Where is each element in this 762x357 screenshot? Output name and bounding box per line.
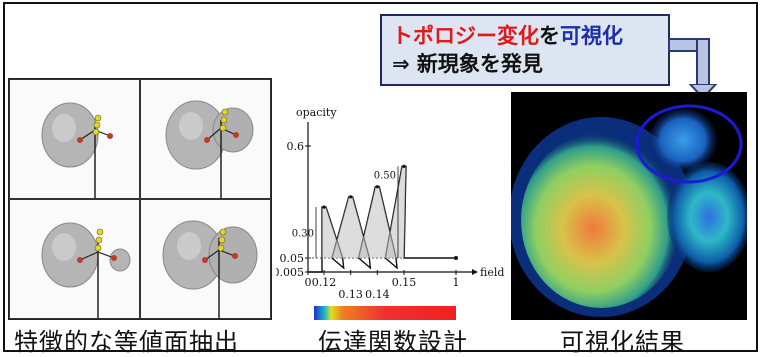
x-tick-label: 0.15 — [392, 276, 417, 289]
peak-point — [402, 164, 406, 168]
isosurface-panel-4 — [140, 199, 271, 319]
x-tick-label: 0 — [305, 276, 312, 289]
y-tick-label: 0.05 — [280, 252, 305, 265]
chart-labels: opacity field 0.6 0.050.00500.120.130.140.1… — [276, 106, 504, 301]
caption-transfer-function-design: 伝達関数設計 — [318, 328, 468, 356]
annotation-label: 0.30 — [292, 229, 314, 240]
callout-visualization: 可視化 — [560, 24, 623, 48]
x-axis-arrow — [472, 269, 478, 275]
x-tick-label: 1 — [453, 276, 460, 289]
caption-visualization-result: 可視化結果 — [560, 328, 685, 356]
connector-arrowhead — [688, 84, 718, 100]
peak-shade — [385, 166, 406, 258]
colorbar — [314, 306, 456, 320]
callout-particle: を — [539, 24, 560, 48]
annotation-label: 0.50 — [374, 170, 396, 181]
transfer-function-chart: opacity field 0.6 0.050.00500.120.130.140.1… — [276, 106, 504, 320]
isosurface-grid — [8, 78, 272, 320]
peak-point — [322, 205, 326, 209]
highlight-circle — [635, 104, 743, 184]
chart-marks — [308, 164, 458, 273]
colorbar-gradient — [314, 306, 456, 320]
x-tick-label: 0.12 — [312, 276, 337, 289]
x-tick-label: 0.13 — [338, 288, 363, 301]
peak-shade — [332, 196, 370, 258]
peak-point — [349, 195, 353, 199]
end-point — [454, 256, 458, 260]
callout-topology-change: トポロジー変化 — [392, 24, 539, 48]
y-tick-label: 0.005 — [276, 266, 304, 279]
isosurface-panel-3 — [9, 199, 140, 319]
callout-line-2: ⇒ 新現象を発見 — [392, 52, 543, 76]
x-tick-label: 0.14 — [365, 288, 390, 301]
peak-shade — [358, 186, 396, 258]
isosurface-panel-1 — [9, 79, 140, 199]
figure-frame — [3, 2, 758, 352]
y-axis-label: opacity — [296, 106, 337, 119]
callout-line-1: トポロジー変化を可視化 — [392, 22, 658, 50]
callout-box: トポロジー変化を可視化 ⇒ 新現象を発見 — [380, 14, 670, 86]
isosurface-panel-2 — [140, 79, 271, 199]
connector-vertical — [696, 38, 710, 88]
x-axis-label: field — [480, 266, 504, 279]
caption-isosurface-extraction: 特徴的な等値面抽出 — [14, 328, 239, 356]
y-tick-label: 0.6 — [287, 140, 305, 153]
peak-point — [375, 185, 379, 189]
volume-rendering-result — [511, 92, 747, 320]
